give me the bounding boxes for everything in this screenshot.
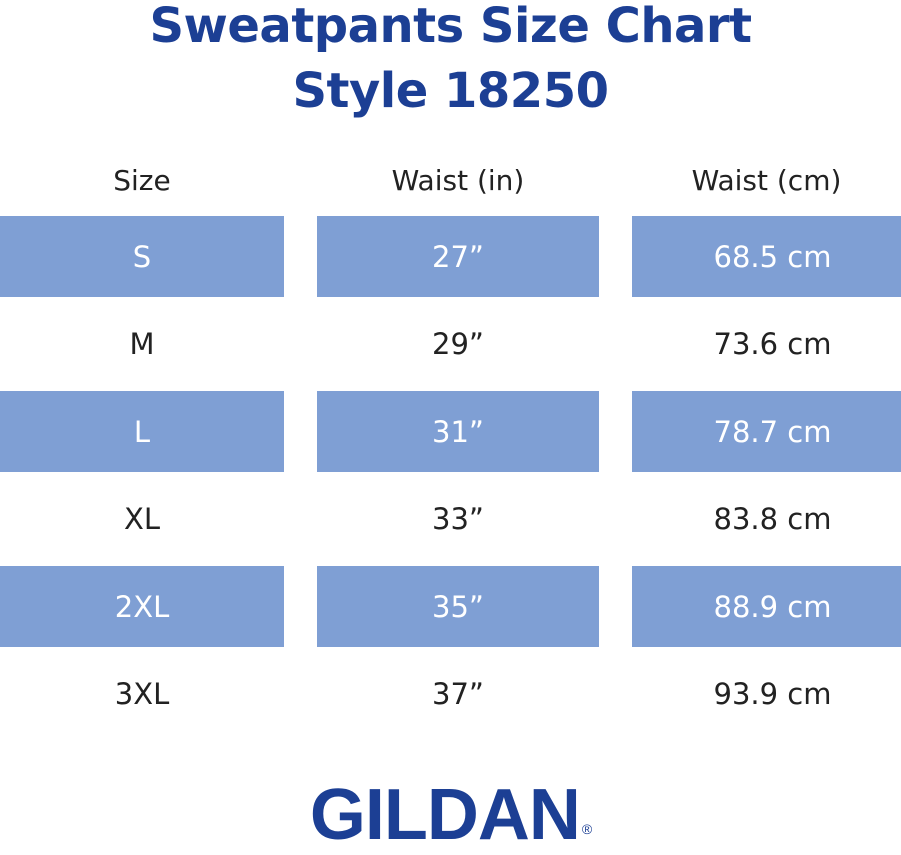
table-cell: 73.6 cm [713, 327, 832, 361]
title-line: Sweatpants Size Chart [149, 0, 752, 54]
table-cell: 78.7 cm [632, 391, 901, 472]
table-cell: 2XL [0, 566, 284, 647]
table-cell: 31” [317, 391, 599, 472]
table-cell: 27” [317, 216, 599, 297]
table-cell: M [129, 327, 155, 361]
table-cell: 88.9 cm [632, 566, 901, 647]
logo-text: GILDAN [309, 775, 581, 855]
table-cell: XL [123, 502, 161, 536]
column-header: Size [113, 163, 171, 197]
logo-mark: ® [581, 821, 592, 837]
table-cell: 3XL [114, 677, 170, 711]
table-cell: L [0, 391, 284, 472]
table-cell: 83.8 cm [713, 502, 832, 536]
table-cell: 29” [432, 327, 484, 361]
column-header: Waist (cm) [691, 163, 842, 197]
brand-logo: GILDAN ® [0, 775, 901, 855]
table-cell: 33” [432, 502, 484, 536]
column-header: Waist (in) [391, 163, 525, 197]
table-cell: S [0, 216, 284, 297]
table-cell: 37” [432, 677, 484, 711]
table-cell: 68.5 cm [632, 216, 901, 297]
table-cell: 35” [317, 566, 599, 647]
title-line: Style 18250 [292, 63, 609, 119]
table-cell: 93.9 cm [713, 677, 832, 711]
